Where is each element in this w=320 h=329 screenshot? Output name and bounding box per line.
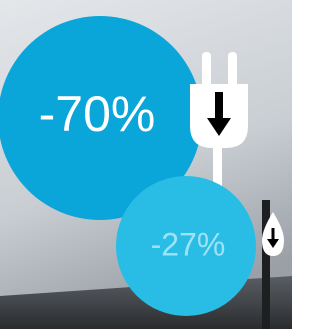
infographic: -70% -27%	[0, 0, 292, 329]
small-badge-label: -27%	[151, 226, 226, 262]
page: -70% -27% (() => { const data = JSON.par…	[0, 0, 292, 329]
large-badge-label: -70%	[39, 86, 156, 142]
